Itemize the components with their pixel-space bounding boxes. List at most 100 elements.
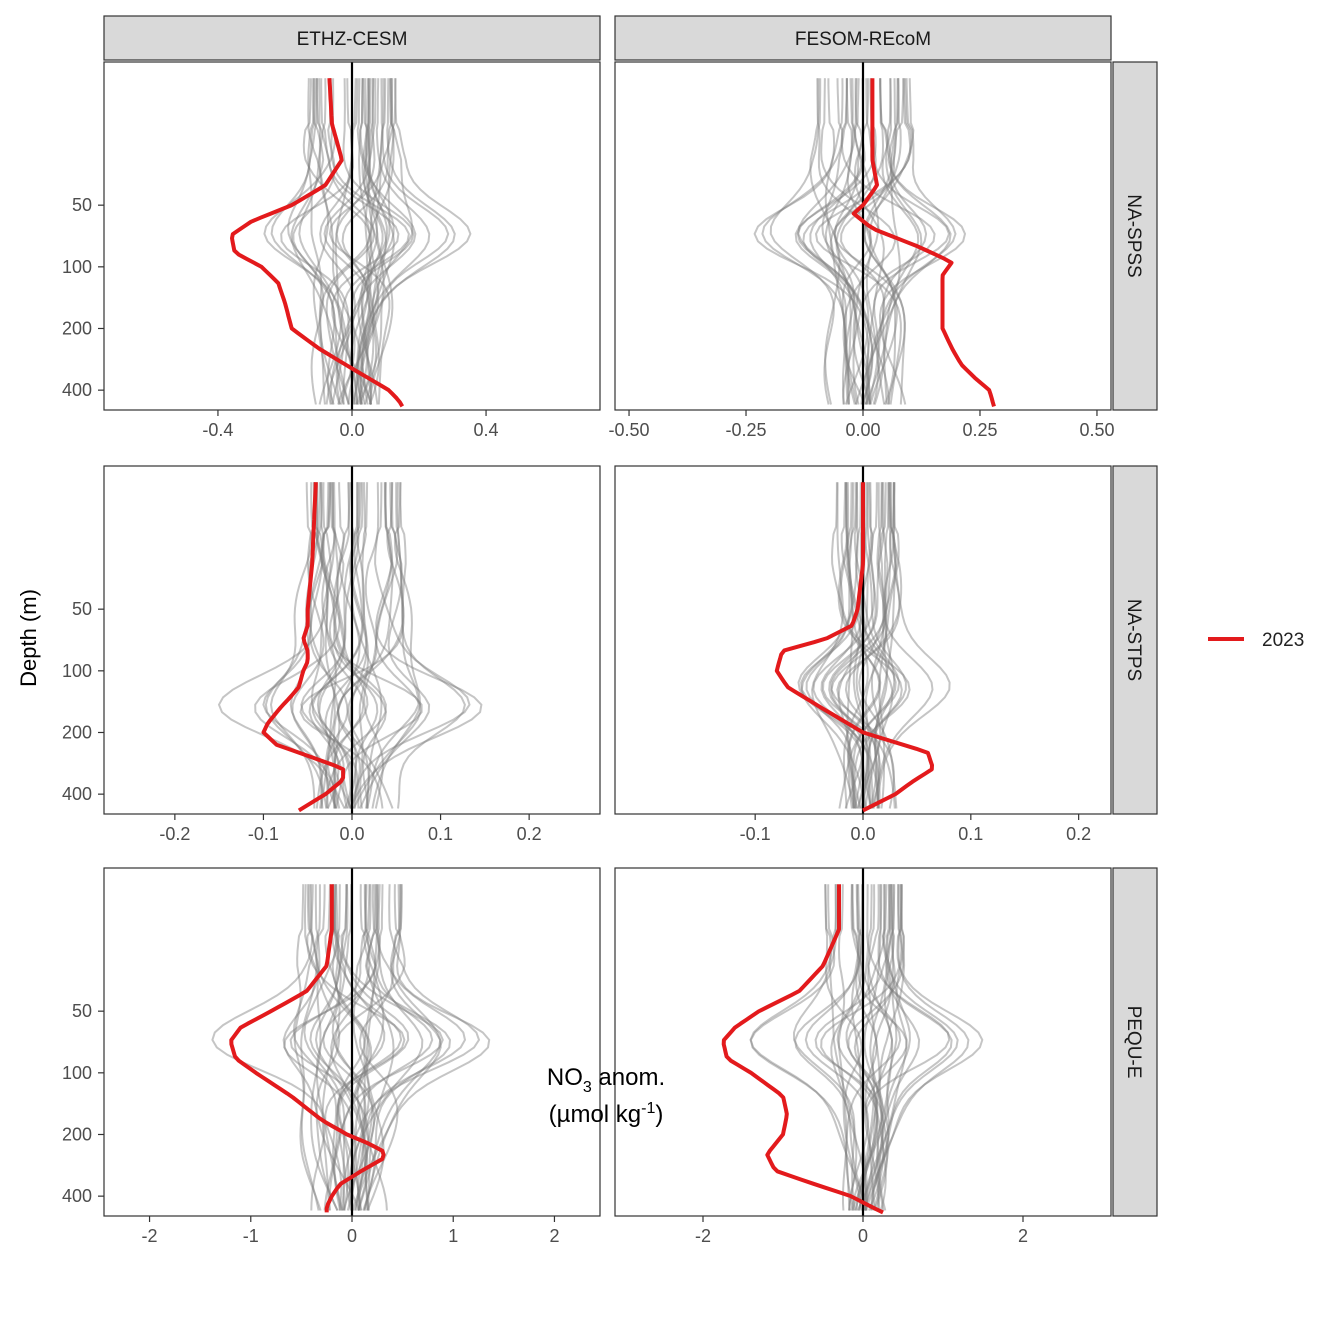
ensemble-line xyxy=(323,78,372,405)
ensemble-line xyxy=(332,482,379,809)
ensemble-line xyxy=(352,482,422,809)
panel-fesom-recom-pequ-e: -2 0 2 xyxy=(614,867,1112,1246)
y-tick-label: 200 xyxy=(62,1124,92,1144)
ensemble-line xyxy=(304,884,341,1211)
ensemble-line xyxy=(873,78,920,405)
ensemble-line xyxy=(366,78,472,405)
series-2023-line xyxy=(851,78,996,407)
ensemble-line xyxy=(356,78,395,405)
y-axis: 50 100 200 400 xyxy=(62,599,104,804)
ensemble-line xyxy=(794,78,877,405)
ensemble-line xyxy=(837,482,865,809)
x-tick-label: -0.4 xyxy=(202,420,233,440)
ensemble-line xyxy=(854,884,896,1211)
ensemble-line xyxy=(769,78,835,405)
ensemble-line xyxy=(292,78,345,405)
panel-fesom-recom-na-spss: -0.50 -0.25 0.00 0.25 0.50 xyxy=(609,61,1114,440)
ensemble-line xyxy=(873,482,888,809)
ensemble-line xyxy=(797,78,891,405)
column-strip: FESOM-REcoM xyxy=(614,15,1112,61)
column-strip: ETHZ-CESM xyxy=(103,15,601,61)
row-strip: NA-STPS xyxy=(1112,465,1158,815)
y-tick-label: 400 xyxy=(62,1186,92,1206)
x-axis-unit: (µmol kg-1) xyxy=(549,1100,664,1128)
ensemble-line xyxy=(316,482,355,809)
ensemble-line xyxy=(824,78,849,405)
ensemble-line xyxy=(835,78,865,405)
ensemble-line xyxy=(287,78,325,405)
ensemble-line xyxy=(289,482,324,809)
ensemble-line xyxy=(811,482,855,809)
ensemble-line xyxy=(852,482,901,809)
ensemble-line xyxy=(346,482,380,809)
y-tick-label: 50 xyxy=(72,599,92,619)
x-tick-label: -0.50 xyxy=(609,420,650,440)
ensemble-line xyxy=(858,482,898,809)
ensemble-line xyxy=(865,78,951,405)
ensemble-line xyxy=(318,78,410,405)
legend: 2023 xyxy=(1208,630,1304,651)
ensemble-line xyxy=(362,884,452,1211)
ensemble-line xyxy=(321,884,341,1211)
ensemble-line xyxy=(310,482,354,809)
ensemble-line xyxy=(309,884,370,1211)
x-tick-label: 0.1 xyxy=(958,824,983,844)
ensemble-line xyxy=(356,78,395,405)
ensemble-line xyxy=(874,482,897,809)
ensemble-line xyxy=(353,884,491,1211)
ensemble-line xyxy=(839,482,911,809)
ensemble-line xyxy=(761,78,851,405)
y-tick-label: 200 xyxy=(62,722,92,742)
x-tick-label: -0.25 xyxy=(726,420,767,440)
y-tick-label: 100 xyxy=(62,257,92,277)
panel-ethz-cesm-na-stps: -0.2 -0.1 0.0 0.1 0.2 50 100 200 400 xyxy=(62,465,601,844)
ensemble-line xyxy=(315,884,366,1211)
ensemble-line xyxy=(331,884,386,1211)
ensemble-line xyxy=(318,78,363,405)
ensemble-line xyxy=(328,884,444,1211)
ensemble-line xyxy=(878,482,900,809)
ensemble-line xyxy=(351,482,383,809)
ensemble-line xyxy=(270,78,336,405)
ensemble-line xyxy=(863,78,915,405)
panel-fesom-recom-na-stps: -0.1 0.0 0.1 0.2 xyxy=(614,465,1112,844)
ensemble-line xyxy=(365,78,395,405)
ensemble-line xyxy=(852,78,880,405)
ensemble-line xyxy=(309,482,349,809)
ensemble-line xyxy=(824,884,863,1211)
x-tick-label: -2 xyxy=(695,1226,711,1246)
ensemble-line xyxy=(749,884,851,1211)
ensemble-line xyxy=(837,884,864,1211)
ensemble-line xyxy=(816,78,873,405)
row-strip-bg xyxy=(1112,465,1158,815)
ensemble-line xyxy=(371,482,422,809)
ensemble-line xyxy=(366,482,420,809)
x-axis: -0.4 0.0 0.4 xyxy=(202,410,499,440)
ensemble-line xyxy=(324,482,368,809)
ensemble-line xyxy=(368,78,394,405)
ensemble-line xyxy=(282,884,360,1211)
ensemble-line xyxy=(331,482,387,809)
x-tick-label: 0 xyxy=(858,1226,868,1246)
ensemble-line xyxy=(847,884,905,1211)
x-tick-label: 0.2 xyxy=(1066,824,1091,844)
ensemble-line xyxy=(845,78,886,405)
ensemble-line xyxy=(864,884,951,1211)
ensemble-line xyxy=(306,884,406,1211)
ensemble-line xyxy=(347,78,388,405)
ensemble-line xyxy=(315,78,376,405)
ensemble-line xyxy=(876,482,951,809)
ensemble-line xyxy=(320,78,400,405)
x-tick-label: 1 xyxy=(448,1226,458,1246)
ensemble-line xyxy=(804,884,870,1211)
ensemble-line xyxy=(850,884,921,1211)
series-2023-line xyxy=(774,482,934,813)
x-axis: -0.50 -0.25 0.00 0.25 0.50 xyxy=(609,410,1114,440)
ensemble-line xyxy=(291,482,325,809)
ensemble-line xyxy=(283,884,377,1211)
x-axis-label: NO3 anom. xyxy=(547,1064,665,1096)
column-strip-bg xyxy=(614,15,1112,61)
ensemble-line xyxy=(361,78,456,405)
row-strip: NA-SPSS xyxy=(1112,61,1158,411)
x-tick-label: -2 xyxy=(142,1226,158,1246)
